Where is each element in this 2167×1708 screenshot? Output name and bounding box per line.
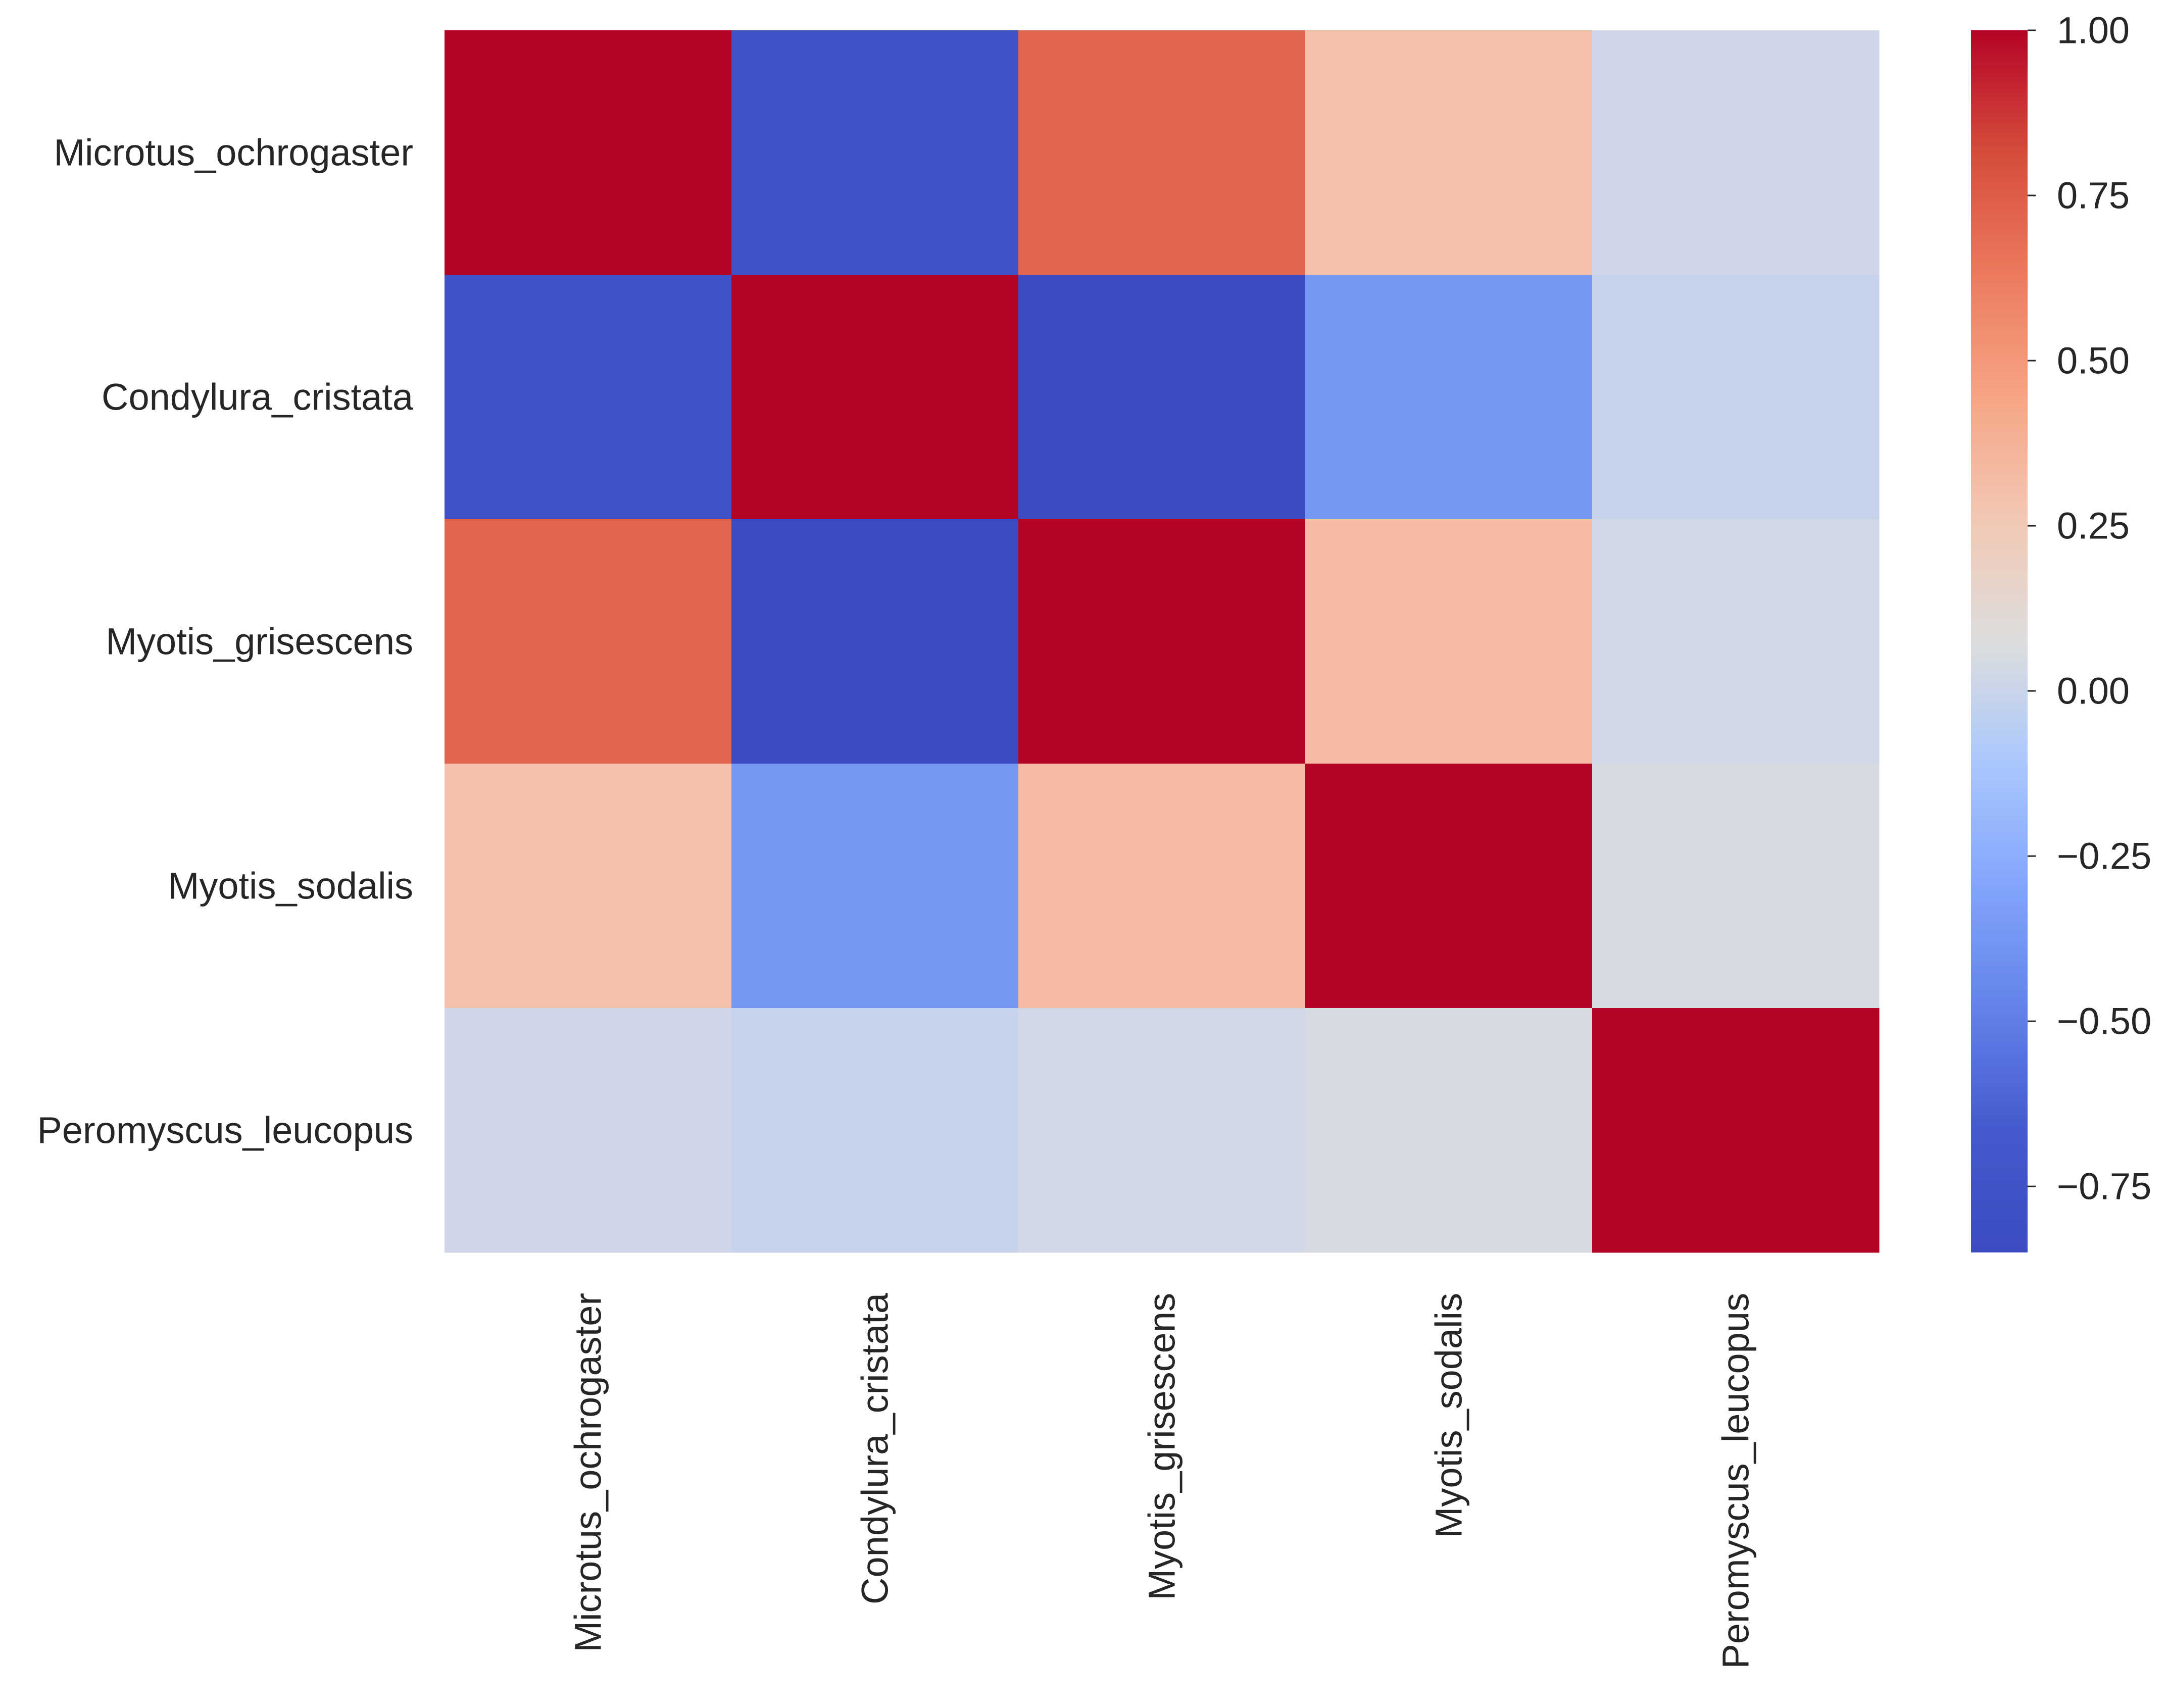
heatmap-cell-r2-c2 <box>1018 519 1306 764</box>
column-label: Myotis_sodalis <box>1428 1293 1470 1538</box>
heatmap-cell-r3-c4 <box>1592 764 1880 1009</box>
colorbar-tick-label: 0.25 <box>2057 505 2130 547</box>
heatmap-cell-r4-c3 <box>1305 1008 1593 1253</box>
row-label: Microtus_ochrogaster <box>54 132 413 174</box>
heatmap-cell-r2-c4 <box>1592 519 1880 764</box>
colorbar-tick-label: −0.75 <box>2057 1166 2151 1208</box>
column-label: Condylura_cristata <box>854 1292 896 1604</box>
heatmap-cell-r3-c0 <box>445 764 732 1009</box>
colorbar-tick-label: −0.50 <box>2057 1000 2151 1042</box>
row-label: Condylura_cristata <box>102 376 414 418</box>
heatmap-cell-r1-c4 <box>1592 275 1880 520</box>
colorbar-tick-label: 0.00 <box>2057 670 2130 712</box>
colorbar: 1.00 0.75 0.50 0.25 0.00 −0.25 −0.50 −0.75 <box>1971 10 2151 1252</box>
heatmap-cell-r1-c1 <box>731 275 1019 520</box>
colorbar-tick-label: 0.50 <box>2057 340 2130 382</box>
heatmap-cell-r4-c0 <box>445 1008 732 1253</box>
column-label: Peromyscus_leucopus <box>1715 1293 1757 1669</box>
colorbar-tick-label: 1.00 <box>2057 10 2130 52</box>
row-label: Myotis_grisescens <box>106 621 413 663</box>
heatmap-cell-r0-c2 <box>1018 30 1306 275</box>
heatmap-cell-r1-c3 <box>1305 275 1593 520</box>
heatmap-cell-r2-c0 <box>445 519 732 764</box>
heatmap-cell-r2-c1 <box>731 519 1019 764</box>
heatmap-cell-r1-c0 <box>445 275 732 520</box>
heatmap-cell-r4-c4 <box>1592 1008 1880 1253</box>
column-labels: Microtus_ochrogaster Condylura_cristata My… <box>567 1292 1757 1669</box>
colorbar-tick-label: −0.25 <box>2057 835 2151 877</box>
heatmap-cell-r4-c2 <box>1018 1008 1306 1253</box>
heatmap-cell-r3-c2 <box>1018 764 1306 1009</box>
heatmap-cell-r0-c3 <box>1305 30 1593 275</box>
row-label: Peromyscus_leucopus <box>37 1110 413 1151</box>
heatmap-cell-r2-c3 <box>1305 519 1593 764</box>
heatmap-cell-r0-c0 <box>445 30 732 275</box>
heatmap-cell-r1-c2 <box>1018 275 1306 520</box>
heatmap-cell-r3-c1 <box>731 764 1019 1009</box>
row-labels: Microtus_ochrogaster Condylura_cristata My… <box>37 132 414 1151</box>
column-label: Microtus_ochrogaster <box>567 1293 609 1652</box>
column-label: Myotis_grisescens <box>1141 1293 1183 1600</box>
heatmap-cell-r0-c4 <box>1592 30 1880 275</box>
heatmap-cells <box>445 30 1880 1253</box>
heatmap-cell-r3-c3 <box>1305 764 1593 1009</box>
colorbar-tick-label: 0.75 <box>2057 175 2130 217</box>
row-label: Myotis_sodalis <box>168 865 413 907</box>
heatmap-cell-r0-c1 <box>731 30 1019 275</box>
heatmap-cell-r4-c1 <box>731 1008 1019 1253</box>
colorbar-gradient <box>1971 30 2028 1252</box>
